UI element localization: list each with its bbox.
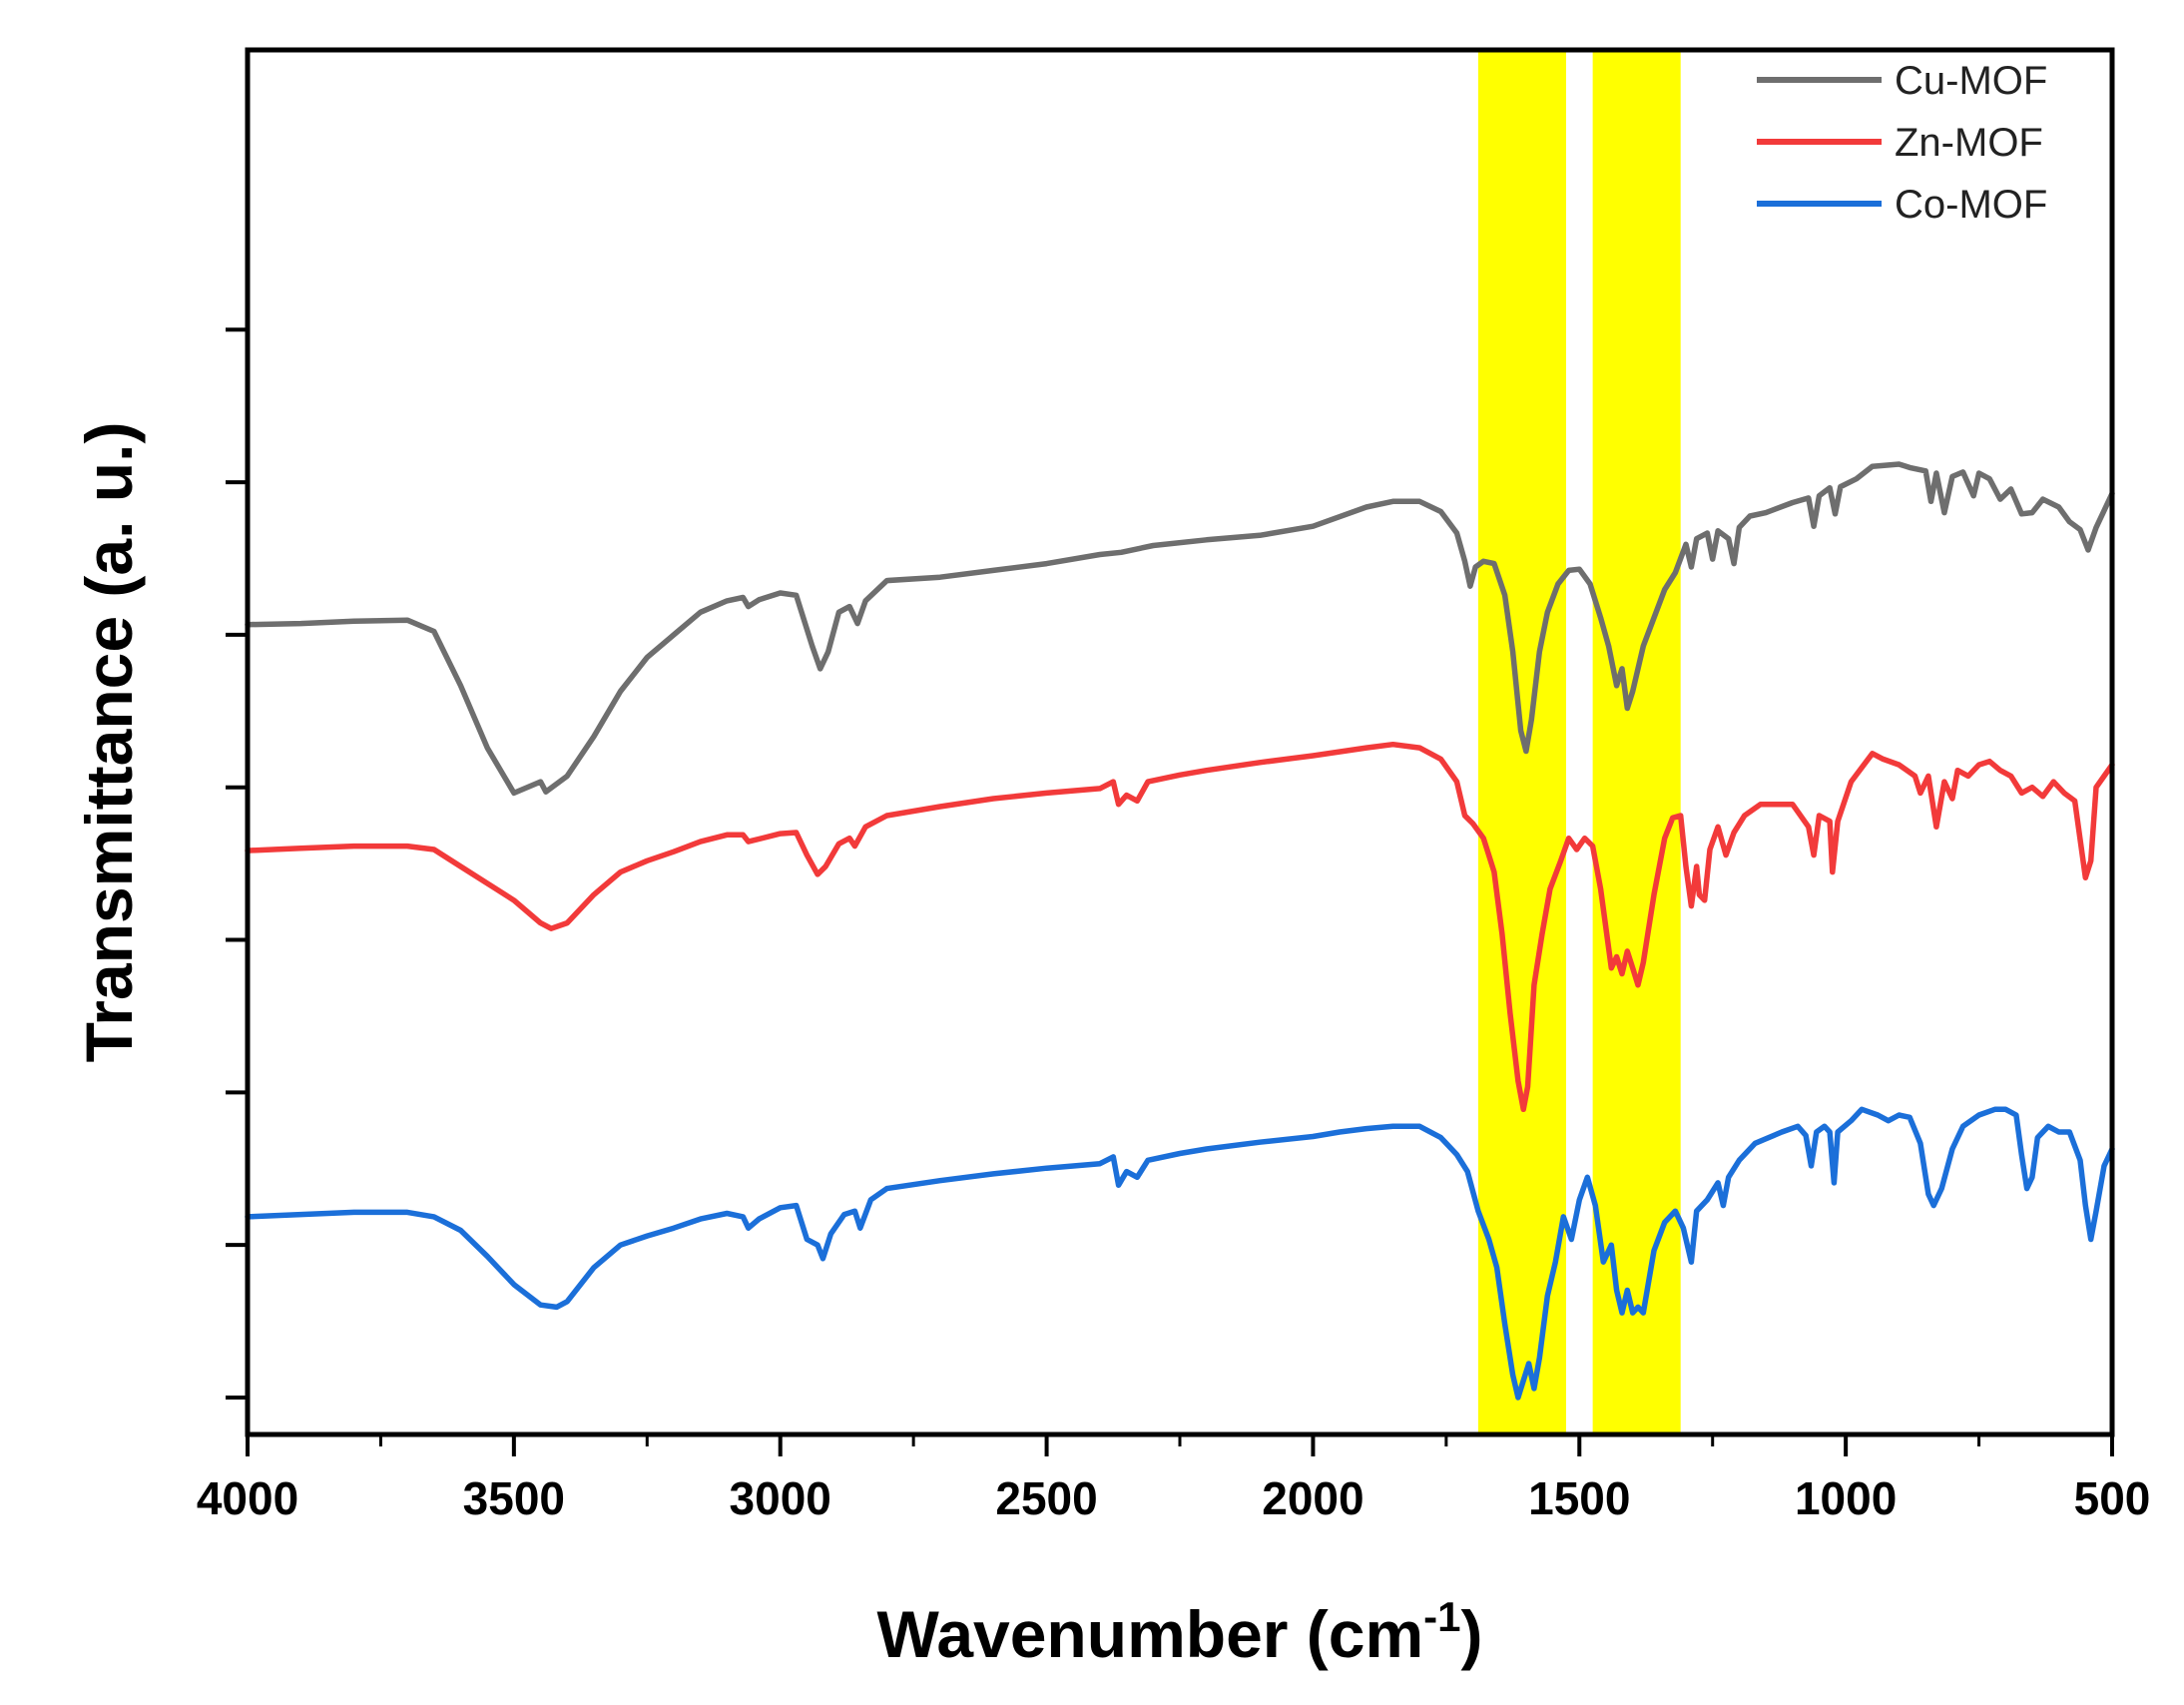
legend-item-co-mof: Co-MOF [1757,183,2047,227]
series-line-cu-mof [245,461,2115,797]
x-tick-label: 2500 [995,1472,1097,1524]
legend-label: Zn-MOF [1895,121,2043,165]
x-tick-label: 500 [2074,1472,2151,1524]
plot-frame [245,47,2115,1437]
x-tick-label: 3000 [730,1472,831,1524]
x-axis-ticks: 4000 3500 3000 2500 2000 1500 1000 500 [197,1434,2151,1524]
x-tick-label: 1000 [1795,1472,1897,1524]
series-line-co-mof [245,1106,2115,1401]
x-axis-title-superscript: -1 [1423,1593,1460,1640]
y-axis-title: Transmittance (a. u.) [72,422,146,1063]
highlight-bands [1477,50,1681,1434]
legend-label: Cu-MOF [1895,59,2047,103]
series-line-zn-mof [245,741,2115,1113]
y-axis-ticks [226,327,248,1400]
x-tick-label: 4000 [197,1472,298,1524]
x-tick-label: 1500 [1528,1472,1630,1524]
legend-item-cu-mof: Cu-MOF [1757,59,2047,103]
legend: Cu-MOF Zn-MOF Co-MOF [1757,59,2047,227]
x-tick-label: 3500 [463,1472,565,1524]
x-axis-title-suffix: ) [1461,1597,1483,1671]
x-axis-title: Wavenumber (cm-1) [876,1593,1482,1671]
legend-item-zn-mof: Zn-MOF [1757,121,2043,165]
legend-label: Co-MOF [1895,183,2047,227]
highlight-band-2 [1592,50,1681,1434]
x-axis-title-main: Wavenumber (cm [876,1597,1423,1671]
x-tick-label: 2000 [1262,1472,1364,1524]
series-lines [245,461,2115,1401]
